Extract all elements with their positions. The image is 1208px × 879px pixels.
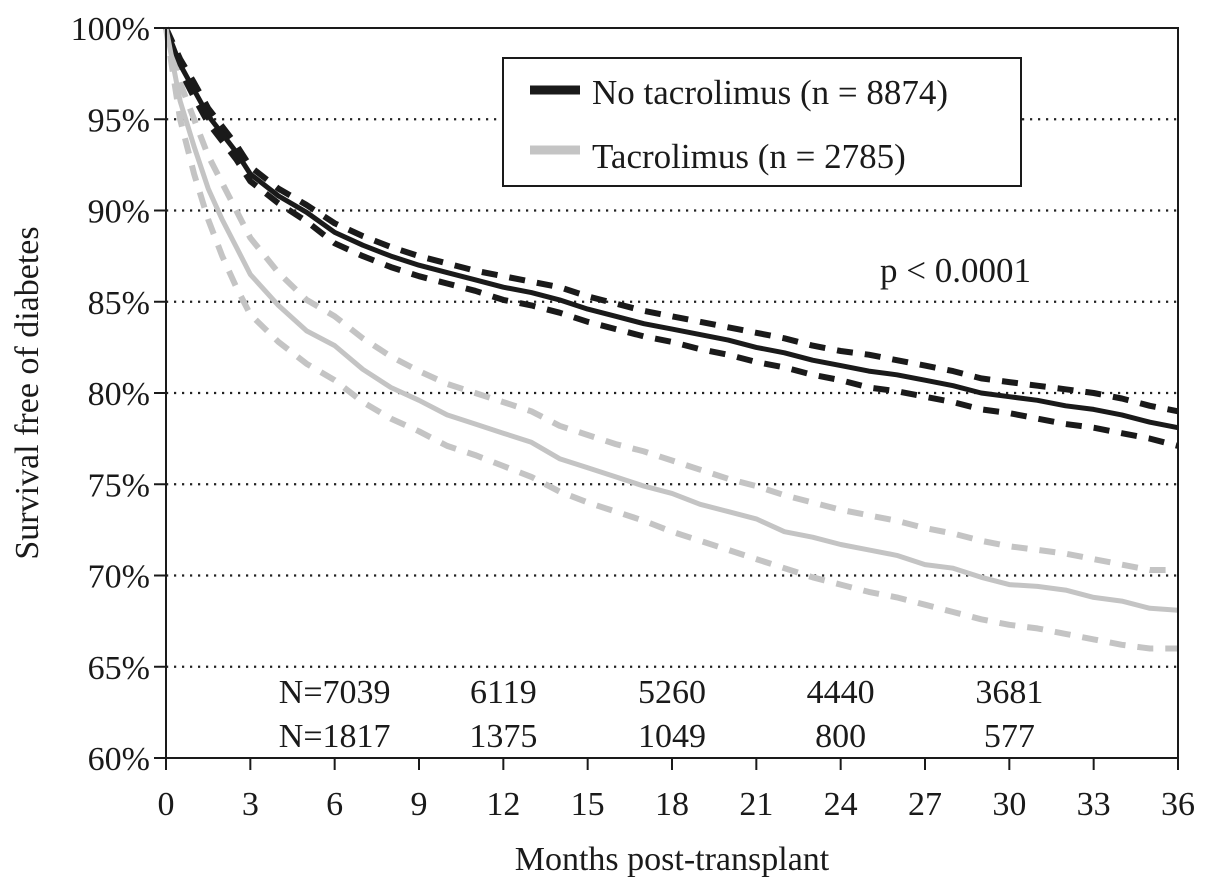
at-risk-count: 577 — [984, 718, 1035, 755]
x-tick-label: 0 — [158, 786, 175, 823]
at-risk-count: 6119 — [470, 674, 537, 711]
gridlines — [166, 118, 1178, 668]
at-risk-table: N=7039 6119 5260 4440 3681 N=1817 1375 1049 800 5… — [279, 674, 1044, 755]
legend-label-tacrolimus: Tacrolimus (n = 2785) — [592, 137, 906, 176]
y-tick-label: 65% — [88, 650, 150, 687]
at-risk-count: N=7039 — [279, 674, 391, 711]
series-1-ci-lower-line — [163, 27, 1178, 652]
legend-label-no-tacrolimus: No tacrolimus (n = 8874) — [592, 73, 948, 112]
y-tick-label: 60% — [88, 741, 150, 778]
series-0-ci-upper-line — [163, 26, 1179, 415]
at-risk-count: 3681 — [975, 674, 1043, 711]
survival-curves — [163, 27, 1179, 613]
series-1-ci-upper-line — [163, 27, 1178, 573]
at-risk-count: 800 — [815, 718, 866, 755]
x-tick-label: 3 — [242, 786, 259, 823]
at-risk-count: N=1817 — [279, 718, 391, 755]
x-axis-ticks: 0 3 6 9 12 15 18 21 24 27 30 33 36 — [158, 758, 1195, 823]
x-tick-label: 24 — [824, 786, 858, 823]
x-tick-label: 9 — [411, 786, 428, 823]
confidence-intervals — [163, 26, 1179, 652]
y-tick-label: 90% — [88, 194, 150, 231]
y-axis-label: Survival free of diabetes — [9, 226, 46, 559]
x-axis-label: Months post-transplant — [515, 841, 830, 878]
series-0-ci-lower-line — [163, 27, 1179, 449]
x-tick-label: 12 — [486, 786, 520, 823]
y-tick-label: 80% — [88, 376, 150, 413]
legend-box — [502, 57, 1022, 187]
x-tick-label: 33 — [1077, 786, 1111, 823]
x-tick-label: 6 — [326, 786, 343, 823]
at-risk-count: 1375 — [469, 718, 537, 755]
series-1-survival-line — [163, 27, 1179, 613]
at-risk-count: 5260 — [638, 674, 706, 711]
y-tick-label: 95% — [88, 102, 150, 139]
y-axis-ticks: 60% 65% 70% 75% 80% 85% 90% 95% 100% — [71, 11, 166, 778]
legend: No tacrolimus (n = 8874) Tacrolimus (n =… — [502, 57, 1022, 187]
y-tick-label: 75% — [88, 467, 150, 504]
x-tick-label: 21 — [739, 786, 773, 823]
x-tick-label: 36 — [1161, 786, 1195, 823]
x-tick-label: 18 — [655, 786, 689, 823]
y-tick-label: 70% — [88, 559, 150, 596]
p-value-annotation: p < 0.0001 — [880, 251, 1031, 290]
y-tick-label: 85% — [88, 285, 150, 322]
y-tick-label: 100% — [71, 11, 150, 48]
at-risk-count: 1049 — [638, 718, 706, 755]
at-risk-count: 4440 — [807, 674, 875, 711]
x-tick-label: 27 — [908, 786, 942, 823]
x-tick-label: 15 — [571, 786, 605, 823]
x-tick-label: 30 — [992, 786, 1026, 823]
series-0-survival-line — [163, 27, 1179, 431]
